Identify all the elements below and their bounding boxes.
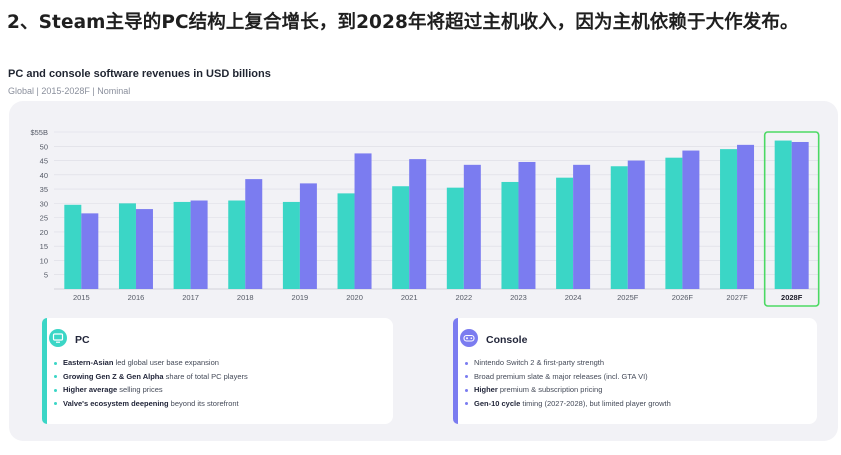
- y-tick-label: 15: [40, 242, 48, 251]
- console-bullet: Higher premium & subscription pricing: [465, 383, 671, 397]
- console-card: Console Nintendo Switch 2 & first-party …: [453, 318, 817, 424]
- highlight-box: [763, 131, 820, 307]
- pc-bar: [665, 157, 683, 289]
- console-bar: [682, 150, 700, 289]
- x-tick-label: 2019: [292, 293, 309, 302]
- pc-bar: [720, 149, 738, 289]
- headline: 2、Steam主导的PC结构上复合增长，到2028年将超过主机收入，因为主机依赖…: [7, 12, 799, 33]
- y-tick-label: 40: [40, 171, 48, 180]
- chart-title: PC and console software revenues in USD …: [8, 68, 271, 80]
- x-tick-label: 2022: [455, 293, 472, 302]
- x-tick-label: 2018: [237, 293, 254, 302]
- console-bar: [299, 183, 317, 289]
- console-bullet: Nintendo Switch 2 & first-party strength: [465, 356, 671, 370]
- pc-bar: [610, 166, 628, 289]
- console-bullet: Broad premium slate & major releases (in…: [465, 370, 671, 384]
- pc-bar: [446, 187, 464, 289]
- pc-card: PC Eastern-Asian led global user base ex…: [42, 318, 393, 424]
- console-bar: [737, 144, 755, 289]
- y-tick-label: 45: [40, 157, 48, 166]
- y-tick-label: 10: [40, 256, 48, 265]
- pc-bar: [118, 203, 136, 289]
- pc-bullet-list: Eastern-Asian led global user base expan…: [54, 356, 248, 410]
- pc-card-title: PC: [75, 334, 90, 346]
- console-bar: [518, 161, 536, 289]
- y-tick-label: 5: [44, 271, 48, 280]
- console-bar: [627, 160, 645, 289]
- pc-bar: [774, 140, 792, 289]
- console-bar: [409, 159, 427, 289]
- pc-bar: [173, 201, 191, 289]
- x-tick-label: 2021: [401, 293, 418, 302]
- x-tick-label: 2028F: [781, 293, 803, 302]
- y-tick-label: 25: [40, 214, 48, 223]
- console-bar: [463, 164, 481, 289]
- console-bar: [245, 179, 263, 289]
- pc-bullet: Eastern-Asian led global user base expan…: [54, 356, 248, 370]
- x-tick-label: 2027F: [726, 293, 748, 302]
- monitor-icon: [49, 329, 67, 347]
- y-tick-label: $55B: [30, 128, 48, 137]
- pc-bar: [228, 200, 246, 289]
- y-tick-label: 20: [40, 228, 48, 237]
- pc-bar: [556, 177, 574, 289]
- pc-bar: [337, 193, 355, 289]
- pc-bar: [282, 201, 300, 289]
- x-tick-label: 2016: [128, 293, 145, 302]
- pc-bar: [64, 204, 82, 289]
- pc-bullet: Growing Gen Z & Gen Alpha share of total…: [54, 370, 248, 384]
- x-tick-label: 2015: [73, 293, 90, 302]
- console-bar: [354, 153, 372, 289]
- console-bar: [573, 164, 591, 289]
- pc-bar: [392, 186, 410, 289]
- console-bar: [135, 209, 153, 289]
- pc-bar: [501, 181, 519, 289]
- console-bar: [81, 213, 99, 289]
- console-bullet-list: Nintendo Switch 2 & first-party strength…: [465, 356, 671, 410]
- chart-subtitle: Global | 2015-2028F | Nominal: [8, 86, 131, 96]
- y-tick-label: 50: [40, 142, 48, 151]
- x-tick-label: 2020: [346, 293, 363, 302]
- console-card-title: Console: [486, 334, 528, 346]
- console-bullet: Gen-10 cycle timing (2027-2028), but lim…: [465, 397, 671, 411]
- console-card-accent: [453, 318, 458, 424]
- x-tick-label: 2026F: [672, 293, 694, 302]
- pc-card-accent: [42, 318, 47, 424]
- gamepad-icon: [460, 329, 478, 347]
- y-tick-label: 30: [40, 199, 48, 208]
- console-bar: [791, 141, 809, 289]
- x-tick-label: 2024: [565, 293, 582, 302]
- console-bar: [190, 200, 208, 289]
- pc-bullet: Higher average selling prices: [54, 383, 248, 397]
- x-tick-label: 2025F: [617, 293, 639, 302]
- y-tick-label: 35: [40, 185, 48, 194]
- pc-bullet: Valve's ecosystem deepening beyond its s…: [54, 397, 248, 411]
- x-tick-label: 2017: [182, 293, 199, 302]
- x-tick-label: 2023: [510, 293, 527, 302]
